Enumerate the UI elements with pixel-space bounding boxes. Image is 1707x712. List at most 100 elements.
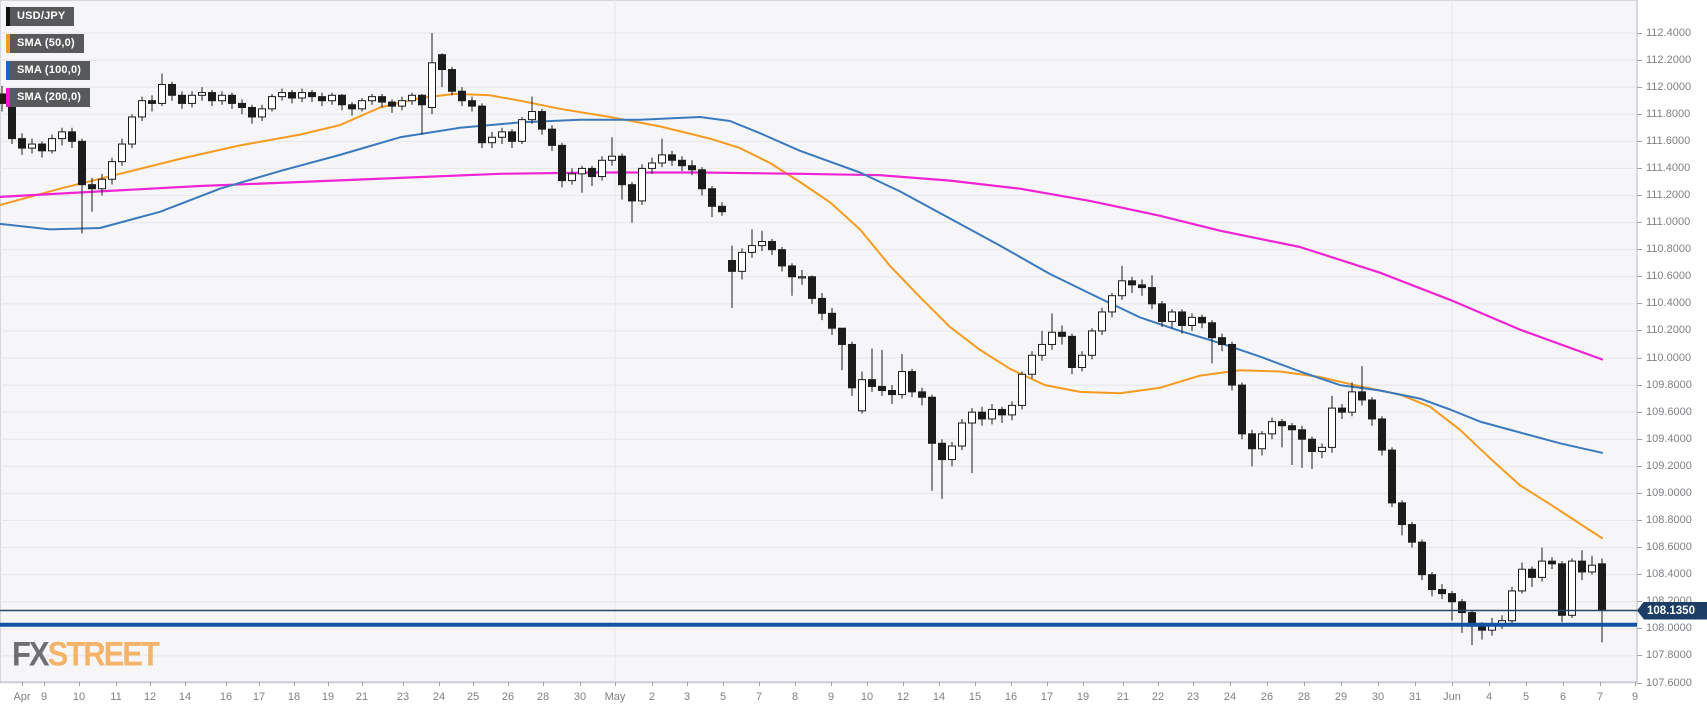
time-axis-tick (1047, 682, 1048, 686)
candle-bearish (388, 101, 396, 107)
candle-bearish (448, 69, 456, 92)
candle-bullish (1048, 331, 1056, 345)
candle-bullish (488, 136, 496, 144)
candle-bearish (1238, 384, 1246, 435)
candle-bullish (1348, 391, 1356, 413)
watermark-fx: FX (12, 634, 50, 674)
price-axis-label: 109.2000 (1646, 459, 1692, 472)
candle-bullish (1518, 568, 1526, 592)
candle-bearish (588, 167, 596, 178)
price-axis-tick (1637, 628, 1642, 630)
sma-100-0-line (0, 116, 1603, 454)
candle-bullish (1328, 407, 1336, 448)
candle-bearish (1058, 331, 1066, 337)
candle-bearish (818, 297, 826, 314)
price-axis-tick (1637, 195, 1642, 196)
time-axis-label: 30 (1371, 691, 1385, 703)
time-axis-tick (185, 682, 186, 686)
candle-bullish (1008, 404, 1016, 416)
price-axis-tick (1637, 438, 1642, 440)
time-axis-label: 17 (1040, 691, 1054, 703)
candle-bullish (118, 143, 126, 163)
candle-bullish (898, 371, 906, 396)
price-axis-tick (1637, 249, 1642, 251)
candle-bearish (808, 276, 816, 299)
candle-bullish (128, 116, 136, 145)
candle-bearish (338, 94, 346, 106)
candle-bearish (308, 92, 316, 98)
candle-bullish (278, 92, 286, 98)
time-axis[interactable]: Apr 9 10 11 12 14 16 17 18 19 21 23 24 25 26 28 30 May 2 3 5… (0, 682, 1707, 712)
time-axis-label: 4 (1485, 691, 1493, 703)
price-axis-label: 111.0000 (1646, 216, 1691, 229)
time-axis-tick (1526, 682, 1527, 686)
time-axis-tick (44, 682, 45, 686)
candle-bearish (1418, 541, 1426, 576)
candle-bullish (408, 94, 416, 102)
candle-bullish (748, 245, 756, 253)
sma100-color-bar (6, 61, 10, 80)
time-axis-label: 17 (252, 691, 266, 703)
candle-bearish (928, 396, 936, 444)
candle-bearish (698, 169, 706, 190)
time-axis-tick (473, 682, 474, 686)
candle-bullish (578, 167, 586, 175)
candle-bullish (988, 408, 996, 420)
time-axis-label: 16 (219, 691, 233, 703)
time-axis-tick (1267, 682, 1268, 686)
candle-bearish (1438, 589, 1446, 595)
candle-bearish (1528, 568, 1536, 578)
price-axis[interactable]: 112.4000 112.2000 112.0000 111.8000 111.6000… (1637, 0, 1707, 689)
time-axis-label: 7 (755, 691, 763, 703)
time-axis-label: 5 (719, 691, 727, 703)
candle-bullish (638, 167, 646, 202)
price-axis-tick (1637, 357, 1642, 359)
time-axis-tick (1563, 682, 1564, 686)
sma200-label: SMA (200,0) (10, 88, 91, 107)
candle-bullish (658, 154, 666, 164)
candle-bearish (938, 442, 946, 461)
candle-bullish (758, 241, 766, 247)
time-axis-label: Jun (1443, 691, 1461, 703)
candle-bullish (1168, 311, 1176, 322)
candle-bullish (858, 379, 866, 412)
time-axis-label: 9 (1631, 691, 1639, 703)
candle-bullish (1188, 316, 1196, 326)
candle-bearish (908, 371, 916, 393)
legend-item-sma50: SMA (50,0) (6, 34, 90, 53)
time-axis-label: 23 (1186, 691, 1200, 703)
candle-bullish (1098, 311, 1106, 332)
candle-bearish (318, 96, 326, 102)
sma100-label: SMA (100,0) (10, 61, 91, 80)
time-axis-label: 14 (932, 691, 946, 703)
price-axis-label: 110.8000 (1646, 243, 1692, 256)
time-axis-tick (294, 682, 295, 686)
time-axis-tick (939, 682, 940, 686)
legend-item-sma200: SMA (200,0) (6, 88, 91, 107)
candle-bearish (228, 94, 236, 104)
price-axis-label: 107.6000 (1646, 676, 1692, 689)
time-axis-label: 21 (1116, 691, 1130, 703)
price-axis-label: 111.6000 (1646, 134, 1691, 147)
candle-bullish (1568, 560, 1576, 616)
time-axis-label: 14 (178, 691, 192, 703)
candle-bearish (1278, 421, 1286, 427)
time-axis-tick (1452, 682, 1453, 686)
time-axis-tick (723, 682, 724, 686)
price-axis-tick (1637, 276, 1642, 278)
candle-bearish (288, 92, 296, 99)
time-axis-label: 12 (143, 691, 157, 703)
price-axis-label: 108.6000 (1646, 541, 1692, 554)
candle-bullish (1118, 280, 1126, 297)
candle-bullish (1508, 590, 1516, 622)
price-axis-tick (1637, 601, 1642, 603)
candle-bearish (238, 102, 246, 108)
price-axis-label: 107.8000 (1646, 649, 1692, 662)
legend: USD/JPY SMA (50,0) SMA (100,0) SMA (200,… (6, 7, 91, 115)
time-axis-tick (1378, 682, 1379, 686)
candle-bearish (208, 92, 216, 102)
price-axis-label: 112.0000 (1646, 80, 1692, 93)
time-axis-tick (580, 682, 581, 686)
candle-bearish (478, 105, 486, 144)
